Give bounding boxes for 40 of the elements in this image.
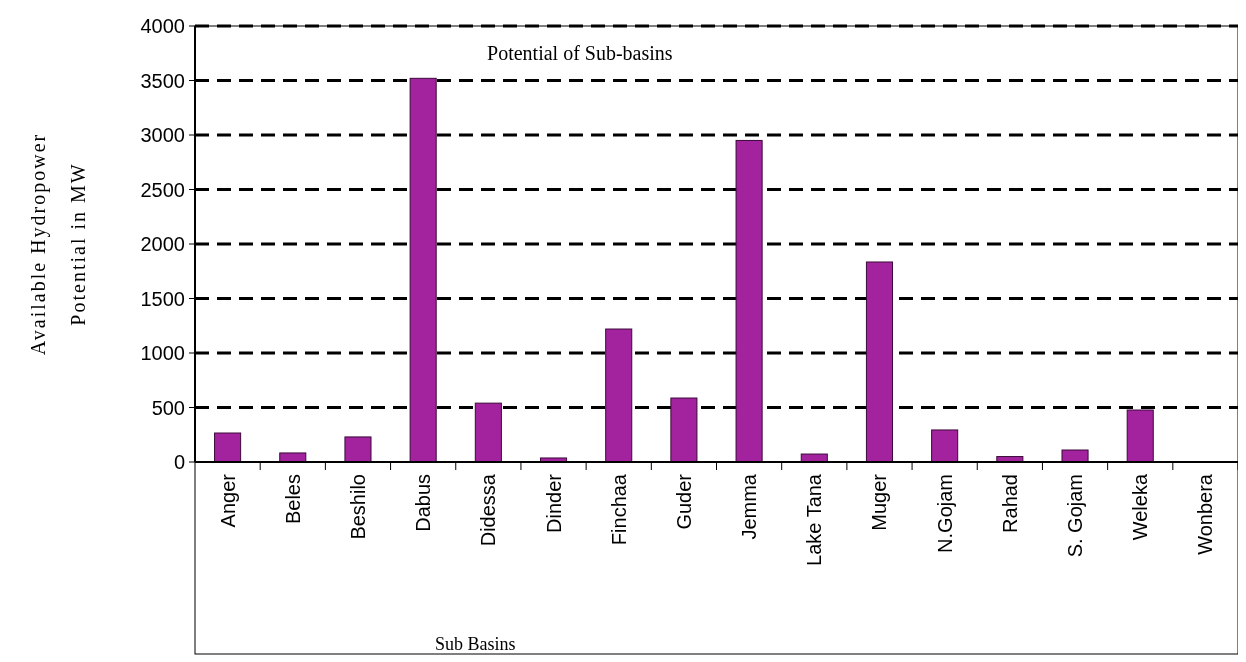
y-tick-label: 1500 <box>140 287 185 310</box>
bar <box>214 432 242 463</box>
y-tick-label: 1000 <box>140 342 185 364</box>
bar <box>1126 409 1154 463</box>
bar <box>474 402 502 463</box>
x-tick-label: Didessa <box>477 473 500 547</box>
x-tick-label: Jemma <box>738 473 761 540</box>
x-tick-label: Lake Tana <box>803 473 826 566</box>
y-tick-label: 500 <box>151 396 185 419</box>
bar <box>344 436 372 463</box>
x-tick-label: S. Gojam <box>1064 474 1087 558</box>
x-tick-label: Guder <box>672 473 695 530</box>
x-tick-label: Dinder <box>542 473 565 533</box>
y-axis-title: Available Hydropower Potential in MW <box>27 132 89 356</box>
bar <box>865 261 894 463</box>
y-tick-label: 3500 <box>140 69 185 92</box>
x-axis-title: Sub Basins <box>434 634 516 654</box>
x-tick-label: Beles <box>281 474 304 525</box>
x-tick-label: Weleka <box>1129 473 1152 541</box>
bar <box>735 139 763 463</box>
y-tick-label: 2500 <box>140 178 185 201</box>
y-tick-label: 0 <box>173 451 185 473</box>
bar <box>931 429 959 463</box>
bar <box>605 328 633 463</box>
x-tick-label: Dabus <box>412 474 435 532</box>
x-tick-label: Muger <box>868 473 891 531</box>
x-tick-label: Rahad <box>998 474 1021 533</box>
x-tick-label: Beshilo <box>346 474 369 540</box>
text: Potential of Sub-basins <box>487 42 673 64</box>
x-tick-label: Wonbera <box>1194 473 1217 555</box>
bar <box>409 77 437 463</box>
bar <box>670 397 698 463</box>
y-tick-label: 3000 <box>140 124 185 146</box>
x-tick-label: N.Gojam <box>933 474 956 553</box>
x-tick-label: Finchaa <box>607 473 630 546</box>
y-tick-label: 4000 <box>140 15 185 37</box>
y-tick-label: 2000 <box>140 233 185 255</box>
bar <box>1061 449 1089 463</box>
bar <box>279 452 307 463</box>
x-tick-label: Anger <box>216 473 239 528</box>
